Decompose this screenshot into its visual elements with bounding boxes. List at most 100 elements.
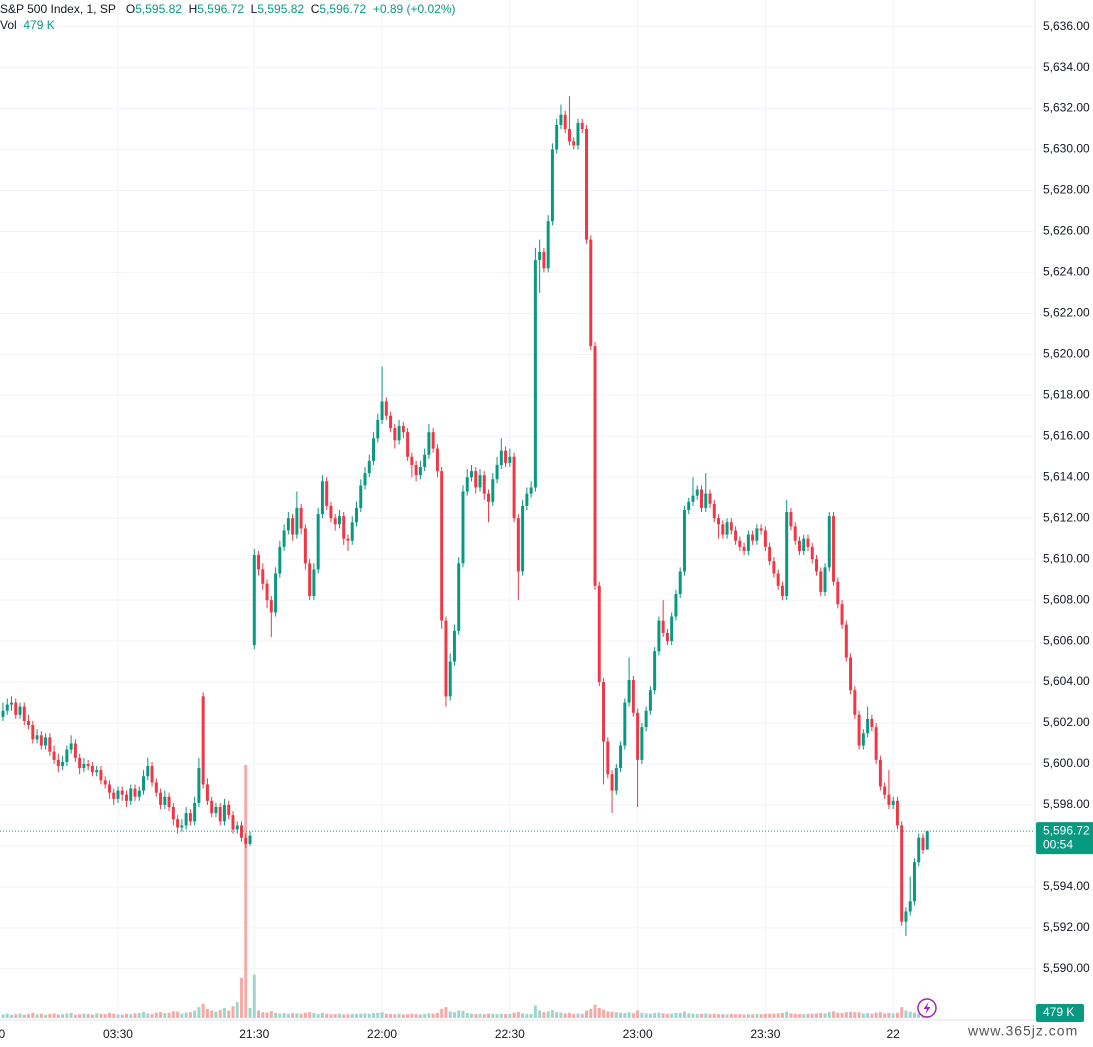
volume-bar xyxy=(631,1013,635,1018)
candle-body xyxy=(418,466,422,476)
candle-body xyxy=(789,512,793,527)
volume-bar xyxy=(440,1008,444,1018)
y-tick-label: 5,636.00 xyxy=(1043,19,1090,33)
volume-bar xyxy=(461,1010,465,1018)
candle-body xyxy=(120,790,124,795)
volume-bar xyxy=(282,1013,286,1018)
x-tick-label: 22:00 xyxy=(367,1027,397,1041)
y-tick-label: 5,600.00 xyxy=(1043,756,1090,770)
x-tick-label: 22 xyxy=(886,1027,900,1041)
volume-bar xyxy=(670,1013,674,1018)
volume-bar xyxy=(333,1014,337,1018)
candle-body xyxy=(193,802,197,822)
volume-bar xyxy=(163,1013,167,1018)
volume-bar xyxy=(99,1013,103,1018)
candle-body xyxy=(810,546,814,560)
candle-body xyxy=(768,546,772,562)
volume-bar xyxy=(819,1012,823,1018)
candle-body xyxy=(231,815,235,830)
lightning-icon[interactable] xyxy=(917,998,937,1018)
candle-body xyxy=(738,540,742,547)
candle-body xyxy=(163,796,167,805)
candle-body xyxy=(82,763,86,769)
volume-bar xyxy=(550,1010,554,1018)
volume-bar xyxy=(465,1012,469,1018)
volume-bar xyxy=(708,1014,712,1018)
volume-bar xyxy=(653,1012,657,1018)
candle-body xyxy=(99,770,103,781)
candle-body xyxy=(610,774,614,791)
candle-body xyxy=(380,401,384,420)
volume-bar xyxy=(810,1013,814,1018)
x-tick-label: 23:00 xyxy=(623,1027,653,1041)
icon-bolt[interactable] xyxy=(923,1002,931,1014)
volume-bar xyxy=(742,1014,746,1018)
candle-body xyxy=(414,464,418,476)
volume-bar xyxy=(210,1010,214,1018)
y-tick-label: 5,614.00 xyxy=(1043,469,1090,483)
volume-bar xyxy=(137,1012,141,1018)
candle-body xyxy=(555,124,559,150)
candle-body xyxy=(806,538,810,547)
volume-bar xyxy=(542,1012,546,1018)
grid xyxy=(0,0,1035,1020)
volume-bar xyxy=(274,1012,278,1018)
volume-bar xyxy=(717,1013,721,1018)
volume-label: Vol xyxy=(0,18,17,32)
candle-body xyxy=(56,759,60,767)
volume-bar xyxy=(772,1013,776,1018)
candle-body xyxy=(435,448,439,472)
candle-body xyxy=(653,651,657,691)
y-tick-label: 5,632.00 xyxy=(1043,101,1090,115)
volume-bar xyxy=(691,1013,695,1018)
candle-body xyxy=(678,571,682,594)
y-tick-label: 5,594.00 xyxy=(1043,879,1090,893)
candle-body xyxy=(836,581,840,605)
candle-body xyxy=(648,690,652,711)
volume-bar xyxy=(725,1014,729,1018)
volume-bar xyxy=(435,1012,439,1018)
candle-body xyxy=(73,743,77,758)
symbol[interactable]: S&P 500 Index, 1, SP xyxy=(0,2,116,16)
candle-body xyxy=(278,546,282,574)
volume-bar xyxy=(95,1013,99,1018)
candle-body xyxy=(512,456,516,519)
volume-bar xyxy=(73,1014,77,1018)
candle-body xyxy=(891,800,895,805)
candle-body xyxy=(602,682,606,742)
candle-body xyxy=(827,516,831,568)
candle-body xyxy=(495,464,499,480)
candle-body xyxy=(461,491,465,564)
candle-body xyxy=(878,759,882,787)
volume-bar xyxy=(125,1013,128,1018)
y-tick-label: 5,624.00 xyxy=(1043,265,1090,279)
volume-bar xyxy=(265,1012,269,1018)
volume-bar xyxy=(52,1013,56,1018)
volume-bar xyxy=(65,1013,69,1018)
candle-body xyxy=(538,251,542,261)
volume-bar xyxy=(559,1012,563,1018)
volume-bar xyxy=(5,1013,9,1018)
volume-bar xyxy=(367,1013,371,1018)
candles xyxy=(1,96,929,937)
volume-bar xyxy=(261,1012,265,1018)
volume-bar xyxy=(69,1012,73,1018)
volume-bar xyxy=(487,1013,491,1018)
candle-body xyxy=(95,770,99,773)
volume-bar xyxy=(682,1011,686,1018)
volume-bar xyxy=(350,1013,354,1018)
candle-body xyxy=(78,757,82,769)
candle-body xyxy=(470,471,473,478)
volume-bar xyxy=(376,1012,380,1018)
candle-body xyxy=(444,620,448,697)
volume-bar xyxy=(146,1013,150,1018)
volume-bar xyxy=(636,1010,640,1018)
volume-bar xyxy=(789,1013,793,1018)
candle-body xyxy=(474,471,478,488)
candle-body xyxy=(844,624,848,658)
candle-body xyxy=(274,573,278,613)
volume-bar xyxy=(384,1013,388,1018)
volume-bar xyxy=(516,1011,520,1018)
volume-bar xyxy=(793,1013,797,1018)
volume-bar xyxy=(159,1012,163,1018)
